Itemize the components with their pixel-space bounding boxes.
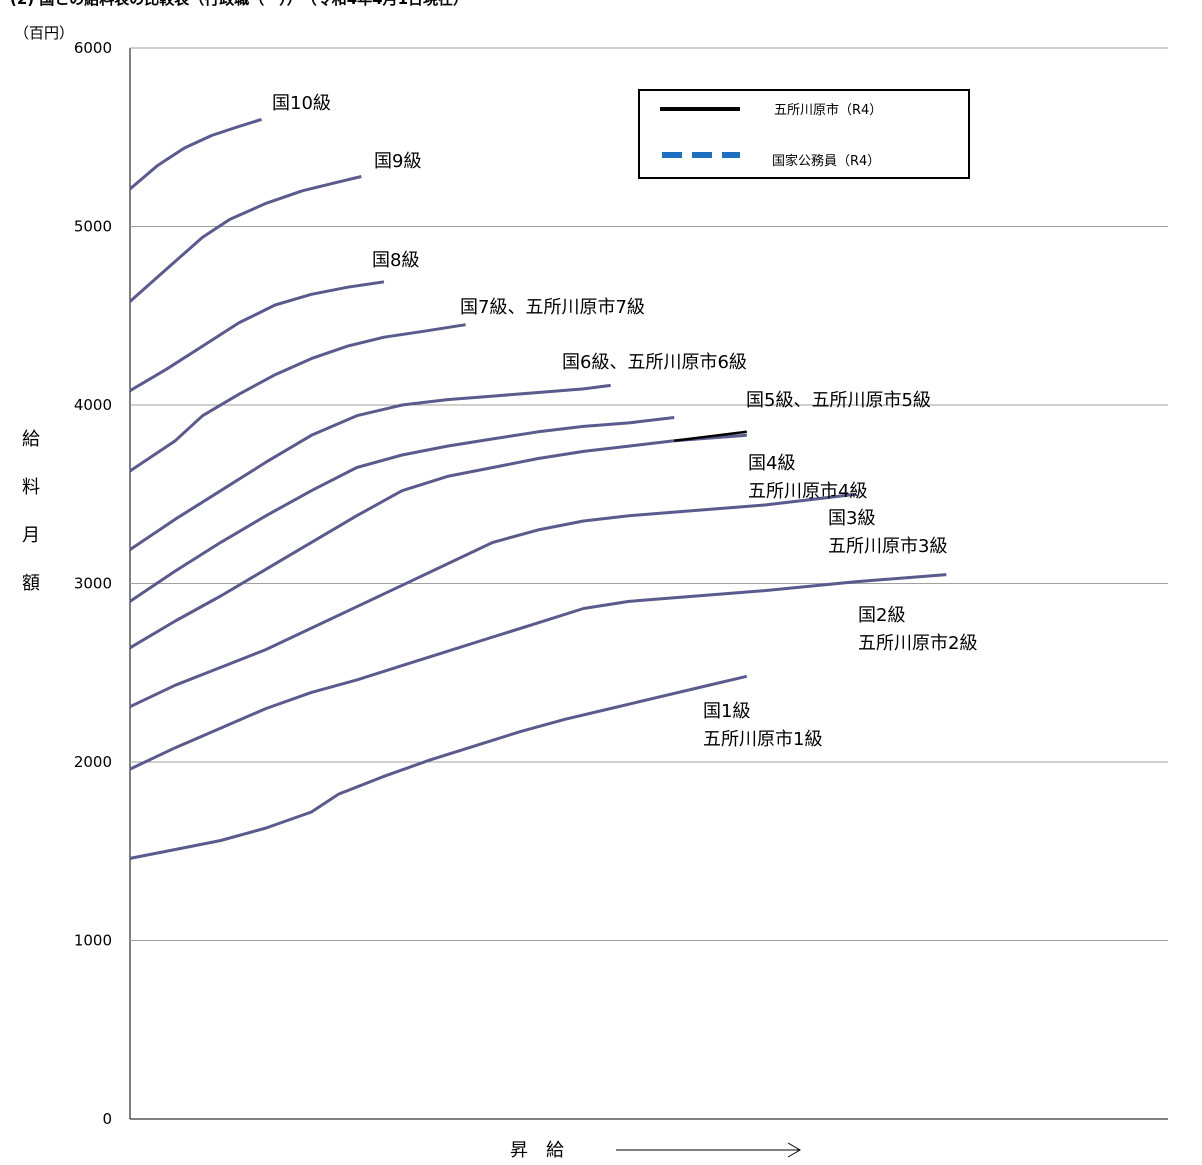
- series-line-g5: [129, 416, 675, 603]
- y-tick-label: 3000: [74, 575, 112, 593]
- y-axis-label-char: 額: [22, 573, 40, 594]
- series-label-g3: 五所川原市3級: [828, 536, 947, 557]
- y-tick-label: 2000: [74, 753, 112, 771]
- legend-box: [638, 89, 970, 179]
- legend: 五所川原市（R4） 国家公務員（R4）: [638, 89, 970, 179]
- series-lines: [129, 117, 947, 860]
- series-line-g4: [129, 433, 747, 650]
- unit-label: （百円）: [14, 24, 74, 42]
- y-axis-label-char: 料: [22, 477, 40, 498]
- series-label-g3: 国3級: [828, 508, 875, 529]
- series-label-g5: 国5級、五所川原市5級: [746, 390, 931, 411]
- series-line-g1: [129, 674, 748, 860]
- series-line-g3: [129, 492, 856, 709]
- chart-title: (2) 国との給料表の比較表（行政職（一）） （令和4年4月1日現在）: [10, 0, 468, 8]
- series-line-g9: [129, 175, 362, 303]
- series-line-g2: [129, 573, 947, 771]
- y-tick-label: 0: [102, 1110, 112, 1128]
- series-label-g4: 国4級: [748, 453, 795, 474]
- series-label-g2: 国2級: [858, 605, 905, 626]
- series-label-g1: 国1級: [703, 701, 750, 722]
- y-axis-label-char: 給: [22, 429, 40, 450]
- series-line-g8: [129, 280, 385, 392]
- y-axis-label-char: 月: [22, 525, 40, 546]
- y-tick-label: 4000: [74, 396, 112, 414]
- x-axis-label: 昇 給: [510, 1140, 564, 1161]
- series-line-g6: [129, 383, 611, 551]
- x-axis-label-group: 昇 給: [510, 1140, 801, 1161]
- series-label-g2: 五所川原市2級: [858, 633, 977, 654]
- series-label-g9: 国9級: [374, 151, 421, 172]
- series-line-city-extension-g4: [674, 430, 747, 442]
- series-label-g8: 国8級: [372, 250, 419, 271]
- gridlines: [129, 47, 1168, 1120]
- series-label-g4: 五所川原市4級: [748, 481, 867, 502]
- series-label-g10: 国10級: [272, 93, 331, 114]
- y-tick-label: 5000: [74, 218, 112, 236]
- series-label-g7: 国7級、五所川原市7級: [460, 297, 645, 318]
- y-axis-ticks: 0 1000 2000 3000 4000 5000 6000: [74, 39, 112, 1128]
- y-tick-label: 1000: [74, 932, 112, 950]
- series-label-g6: 国6級、五所川原市6級: [562, 352, 747, 373]
- series-label-g1: 五所川原市1級: [703, 729, 822, 750]
- series-line-g10: [129, 117, 262, 191]
- y-tick-label: 6000: [74, 39, 112, 57]
- series-line-g7: [129, 323, 466, 473]
- x-axis-arrow-head: [787, 1142, 801, 1158]
- legend-label-national: 国家公務員（R4）: [772, 153, 880, 169]
- legend-label-city: 五所川原市（R4）: [774, 102, 882, 118]
